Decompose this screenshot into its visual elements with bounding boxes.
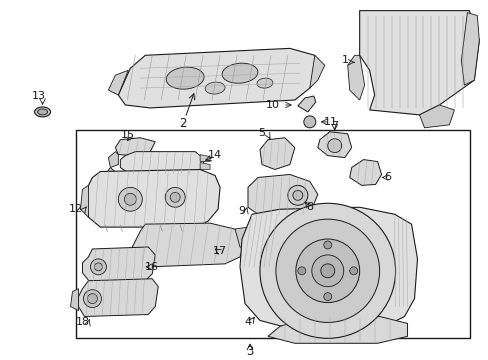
Circle shape	[349, 267, 357, 275]
Polygon shape	[78, 279, 158, 316]
Bar	[76, 130, 469, 338]
Circle shape	[260, 203, 395, 338]
Polygon shape	[115, 138, 155, 156]
Ellipse shape	[38, 109, 47, 115]
Polygon shape	[359, 11, 478, 115]
Circle shape	[124, 193, 136, 205]
Text: 14: 14	[207, 150, 222, 159]
Text: 11: 11	[323, 117, 337, 127]
Polygon shape	[317, 132, 351, 158]
Circle shape	[297, 267, 305, 275]
Polygon shape	[235, 227, 258, 249]
Polygon shape	[105, 167, 118, 181]
Polygon shape	[297, 96, 315, 112]
Text: 5: 5	[258, 128, 265, 138]
Polygon shape	[247, 175, 317, 217]
Text: 2: 2	[179, 117, 186, 130]
Circle shape	[295, 239, 359, 303]
Text: 8: 8	[305, 202, 313, 212]
Circle shape	[327, 139, 341, 153]
Text: 6: 6	[383, 172, 390, 183]
Polygon shape	[200, 163, 210, 170]
Circle shape	[323, 241, 331, 249]
Polygon shape	[120, 152, 204, 175]
Text: 1: 1	[342, 55, 348, 65]
Ellipse shape	[166, 67, 203, 89]
Polygon shape	[108, 70, 128, 95]
Circle shape	[165, 188, 185, 207]
Ellipse shape	[35, 107, 50, 117]
Text: 17: 17	[213, 246, 226, 256]
Circle shape	[311, 255, 343, 287]
Polygon shape	[82, 247, 155, 283]
Circle shape	[323, 293, 331, 301]
Text: 4: 4	[244, 318, 251, 328]
Circle shape	[320, 264, 334, 278]
Text: 18: 18	[75, 318, 89, 328]
Polygon shape	[267, 316, 407, 343]
Circle shape	[118, 188, 142, 211]
Circle shape	[94, 263, 102, 271]
Circle shape	[287, 185, 307, 205]
Ellipse shape	[257, 78, 272, 88]
Circle shape	[83, 290, 101, 307]
Polygon shape	[309, 55, 324, 88]
Text: 16: 16	[145, 262, 159, 272]
Circle shape	[275, 219, 379, 323]
Ellipse shape	[205, 82, 224, 94]
Polygon shape	[349, 159, 381, 185]
Polygon shape	[240, 207, 417, 328]
Polygon shape	[108, 152, 118, 167]
Text: 10: 10	[265, 100, 279, 110]
Circle shape	[292, 190, 302, 200]
Polygon shape	[70, 289, 78, 311]
Polygon shape	[347, 55, 364, 100]
Polygon shape	[200, 154, 210, 162]
Text: 12: 12	[68, 204, 82, 214]
Text: 15: 15	[120, 130, 134, 140]
Circle shape	[87, 294, 97, 303]
Polygon shape	[81, 185, 88, 217]
Circle shape	[303, 116, 315, 128]
Text: 7: 7	[330, 121, 338, 131]
Polygon shape	[461, 13, 478, 85]
Circle shape	[170, 192, 180, 202]
Polygon shape	[132, 223, 244, 267]
Polygon shape	[419, 105, 453, 128]
Polygon shape	[118, 48, 319, 108]
Circle shape	[90, 259, 106, 275]
Polygon shape	[260, 138, 294, 170]
Text: 13: 13	[32, 91, 45, 101]
Polygon shape	[85, 170, 220, 227]
Text: 9: 9	[237, 206, 244, 216]
Ellipse shape	[222, 63, 257, 83]
Text: 3: 3	[246, 345, 253, 358]
